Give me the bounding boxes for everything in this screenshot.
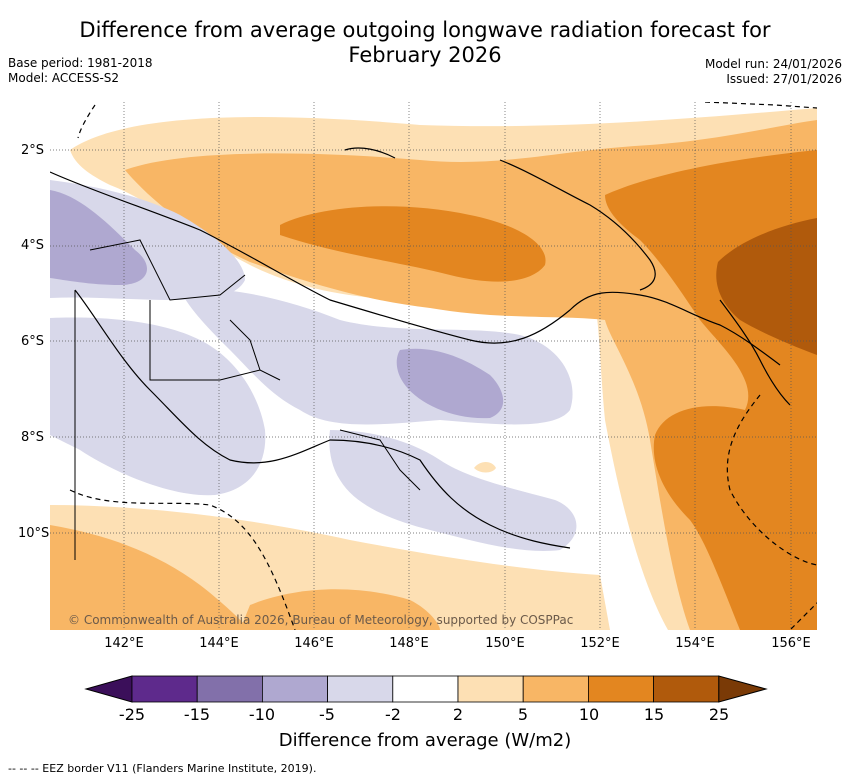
- colorbar-label: -2: [385, 705, 401, 724]
- lavender-south: [329, 430, 577, 551]
- colorbar-label: 2: [452, 705, 464, 724]
- y-tick-10s: 10°S: [18, 526, 50, 541]
- colorbar-label: -10: [248, 705, 276, 724]
- eez-footnote: -- -- -- EEZ border V11 (Flanders Marine…: [8, 762, 317, 775]
- colorbar-swatch: [653, 675, 720, 703]
- title-line-2: February 2026: [348, 43, 502, 67]
- colorbar-label: -15: [183, 705, 211, 724]
- y-tick-4s: 4°S: [20, 238, 44, 253]
- y-tick-2s: 2°S: [20, 143, 44, 158]
- orange-north: [125, 120, 817, 630]
- y-tick-8s: 8°S: [20, 430, 44, 445]
- map-area: [50, 102, 817, 630]
- x-tick-150e: 150°E: [485, 636, 525, 651]
- x-tick-144e: 144°E: [199, 636, 239, 651]
- model-run-text: Model run: 24/01/2026: [704, 57, 842, 71]
- meta-right: Model run: 24/01/2026 Issued: 27/01/2026: [705, 57, 842, 87]
- light-orange-blob: [474, 462, 496, 473]
- colorbar-max-arrow: [718, 675, 768, 703]
- colorbar-label: 10: [578, 705, 600, 724]
- colorbar-swatch: [588, 675, 655, 703]
- colorbar-min-arrow: [84, 675, 133, 703]
- orange-southcentral: [240, 589, 440, 630]
- meta-left: Base period: 1981-2018 Model: ACCESS-S2: [8, 56, 153, 86]
- x-tick-142e: 142°E: [104, 636, 144, 651]
- colorbar-swatch: [196, 675, 263, 703]
- coastlines: [50, 147, 791, 549]
- colorbar-swatch: [522, 675, 589, 703]
- model-text: Model: ACCESS-S2: [8, 71, 120, 85]
- chart-title: Difference from average outgoing longwav…: [0, 18, 850, 68]
- x-tick-146e: 146°E: [294, 636, 334, 651]
- title-line-1: Difference from average outgoing longwav…: [79, 18, 771, 42]
- colorbar-swatch: [261, 675, 328, 703]
- purple-west: [50, 190, 147, 285]
- gridlines: [50, 102, 817, 630]
- base-period-text: Base period: 1981-2018: [8, 56, 153, 70]
- y-tick-6s: 6°S: [20, 334, 44, 349]
- purple-central: [396, 348, 504, 419]
- brown-east: [716, 218, 817, 355]
- eez-borders: [69, 102, 817, 630]
- colorbar-label: -5: [319, 705, 335, 724]
- colorbar: [84, 675, 768, 703]
- issued-text: Issued: 27/01/2026: [726, 72, 842, 86]
- province-borders: [74, 239, 421, 560]
- colorbar-label: -25: [118, 705, 146, 724]
- x-tick-152e: 152°E: [580, 636, 620, 651]
- colorbar-title: Difference from average (W/m2): [278, 730, 572, 751]
- x-tick-154e: 154°E: [675, 636, 715, 651]
- lavender-southwest: [50, 317, 266, 496]
- orange-south: [50, 525, 250, 630]
- copyright-credit: © Commonwealth of Australia 2026, Bureau…: [68, 613, 574, 627]
- colorbar-label: 5: [517, 705, 529, 724]
- colorbar-swatch: [131, 675, 198, 703]
- colorbar-label: 15: [643, 705, 665, 724]
- colorbar-swatch: [457, 675, 524, 703]
- colorbar-label: 25: [708, 705, 730, 724]
- colorbar-swatch: [392, 675, 459, 703]
- x-tick-148e: 148°E: [389, 636, 429, 651]
- x-tick-156e: 156°E: [771, 636, 811, 651]
- dark-orange-north: [280, 206, 546, 282]
- colorbar-swatch: [327, 675, 394, 703]
